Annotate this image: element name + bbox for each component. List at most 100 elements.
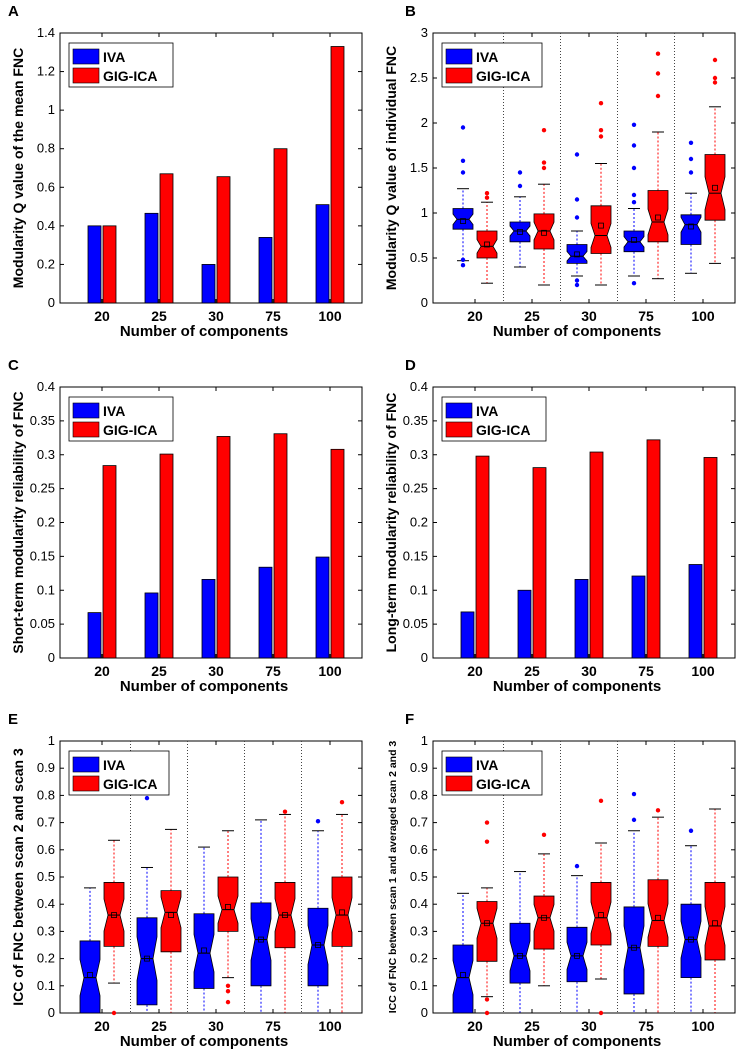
bar-gig-ica-75 — [273, 148, 288, 304]
legend: IVA GIG-ICA — [68, 42, 174, 88]
bar-gig-ica-30 — [589, 451, 604, 659]
panel-label: F — [405, 711, 414, 728]
mean-gig-ica-25 — [168, 912, 174, 918]
outlier-iva-20 — [460, 158, 466, 163]
outlier-iva-20 — [460, 263, 466, 268]
outlier-iva-30 — [574, 152, 580, 157]
outlier-gig-ica-30 — [598, 134, 604, 139]
x-tick-label: 75 — [265, 308, 281, 324]
box-gig-ica-30 — [590, 882, 612, 946]
bar-gig-ica-75 — [273, 433, 288, 659]
y-tick-label: 1.5 — [410, 160, 428, 175]
y-tick-label: 0.5 — [410, 869, 428, 884]
outlier-gig-ica-100 — [712, 75, 718, 81]
panel-E: E 0 0.1 0.2 0.3 0.4 0.5 0.6 0.7 0.8 0.9 1 20 25 30 75 10… — [8, 711, 363, 1050]
legend-label: GIG-ICA — [103, 422, 157, 438]
y-tick-label: 0.6 — [410, 842, 428, 857]
outlier-iva-75 — [631, 192, 637, 198]
bar-gig-ica-100 — [330, 46, 345, 304]
bar-gig-ica-100 — [703, 457, 718, 659]
outlier-gig-ica-20 — [484, 839, 490, 844]
y-tick-label: 0.3 — [37, 447, 55, 462]
mean-iva-30 — [574, 952, 580, 959]
y-tick-label: 0.4 — [37, 218, 55, 233]
outlier-iva-20 — [460, 257, 466, 262]
y-tick-label: 3 — [421, 25, 428, 40]
bar-iva-100 — [315, 204, 330, 304]
outlier-iva-30 — [574, 278, 580, 283]
y-tick-label: 0.6 — [37, 179, 55, 194]
outlier-gig-ica-20 — [484, 997, 490, 1002]
mean-iva-25 — [517, 952, 523, 959]
box-gig-ica-25 — [160, 890, 182, 953]
bar-iva-20 — [460, 611, 475, 659]
outlier-iva-75 — [631, 200, 637, 205]
panel-D: D 0 0.05 0.1 0.15 0.2 0.25 0.3 0.35 0.4 20 25 30 75 10… — [383, 357, 736, 695]
bar-iva-25 — [517, 589, 532, 659]
mean-gig-ica-75 — [655, 214, 661, 221]
y-tick-label: 1 — [48, 102, 55, 117]
bar-iva-30 — [201, 264, 216, 304]
bar-iva-75 — [258, 566, 273, 659]
y-tick-label: 0.4 — [410, 379, 428, 394]
y-tick-label: 0.3 — [410, 923, 428, 938]
x-tick-label: 75 — [265, 663, 281, 679]
x-tick-label: 25 — [151, 1018, 167, 1034]
x-axis-label: Number of components — [120, 678, 288, 695]
y-tick-label: 0.5 — [37, 869, 55, 884]
x-axis-label: Number of components — [120, 1033, 288, 1050]
box-iva-20 — [79, 940, 101, 1014]
y-tick-label: 0 — [421, 650, 428, 665]
legend-swatch-iva — [445, 48, 473, 65]
outlier-iva-100 — [688, 140, 694, 145]
x-tick-label: 100 — [318, 308, 342, 324]
x-tick-label: 20 — [467, 308, 483, 324]
mean-iva-100 — [688, 936, 694, 943]
box-gig-ica-100 — [704, 154, 726, 221]
mean-iva-20 — [460, 972, 466, 978]
box-gig-ica-100 — [704, 882, 726, 961]
mean-iva-75 — [631, 944, 637, 951]
panel-label: B — [405, 3, 416, 20]
outlier-iva-75 — [631, 165, 637, 171]
bar-gig-ica-75 — [646, 439, 661, 659]
x-tick-label: 20 — [94, 1018, 110, 1034]
bar-iva-75 — [631, 575, 646, 659]
x-tick-label: 100 — [318, 663, 342, 679]
panel-C: C 0 0.05 0.1 0.15 0.2 0.25 0.3 0.35 0.4 20 25 30 75 10… — [8, 357, 363, 695]
box-iva-100 — [680, 214, 702, 245]
outlier-gig-ica-75 — [655, 93, 661, 99]
legend-swatch-gig-ica — [445, 421, 473, 438]
legend: IVA GIG-ICA — [441, 750, 543, 796]
bar-iva-25 — [144, 592, 159, 659]
bar-gig-ica-30 — [216, 436, 231, 659]
bar-gig-ica-25 — [159, 173, 174, 304]
outlier-iva-30 — [574, 863, 580, 869]
y-tick-label: 1.2 — [37, 64, 55, 79]
outlier-iva-75 — [631, 817, 637, 823]
outlier-gig-ica-20 — [484, 1010, 490, 1016]
bar-iva-25 — [144, 212, 159, 304]
mean-iva-75 — [631, 237, 637, 243]
bar-gig-ica-30 — [216, 176, 231, 304]
box-gig-ica-75 — [647, 190, 669, 243]
box-gig-ica-30 — [590, 205, 612, 254]
legend-label: IVA — [103, 757, 125, 773]
mean-iva-100 — [315, 942, 321, 948]
x-tick-label: 75 — [265, 1018, 281, 1034]
legend: IVA GIG-ICA — [441, 396, 547, 442]
mean-gig-ica-20 — [484, 920, 490, 927]
x-tick-label: 30 — [208, 308, 224, 324]
x-tick-label: 75 — [638, 1018, 654, 1034]
y-tick-label: 0 — [421, 1005, 428, 1020]
outlier-gig-ica-75 — [655, 71, 661, 76]
bar-iva-20 — [87, 612, 102, 659]
legend: IVA GIG-ICA — [441, 42, 543, 88]
y-axis-label: Short-term modularity reliability of FNC — [10, 391, 26, 653]
panel-label: A — [8, 3, 19, 20]
outlier-gig-ica-30 — [225, 999, 231, 1005]
mean-gig-ica-100 — [712, 920, 718, 927]
bar-iva-75 — [258, 237, 273, 304]
box-iva-100 — [307, 907, 329, 987]
y-tick-label: 0.8 — [410, 787, 428, 802]
